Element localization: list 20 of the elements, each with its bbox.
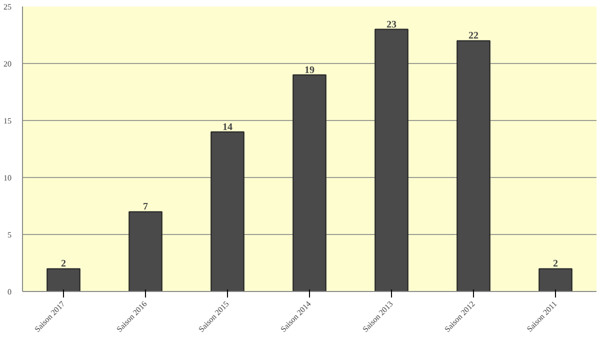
data-label: 23 [386,19,396,30]
bar [128,211,162,292]
data-label: 14 [222,122,232,133]
data-label: 19 [304,64,314,76]
bar [292,74,326,292]
data-label: 2 [61,258,66,270]
data-label: 7 [143,202,148,213]
data-label: 2 [553,258,558,270]
bar [46,268,80,292]
y-tick-label: 20 [4,60,12,68]
data-label: 22 [468,30,478,42]
bar [374,28,408,292]
y-tick-label: 15 [4,116,12,126]
bar [456,40,490,292]
bar [538,268,572,292]
bar [210,131,244,292]
y-tick-label: 0 [8,288,12,296]
y-tick-label: 5 [8,230,12,240]
y-tick-label: 10 [4,174,12,182]
y-tick-label: 25 [4,2,12,12]
